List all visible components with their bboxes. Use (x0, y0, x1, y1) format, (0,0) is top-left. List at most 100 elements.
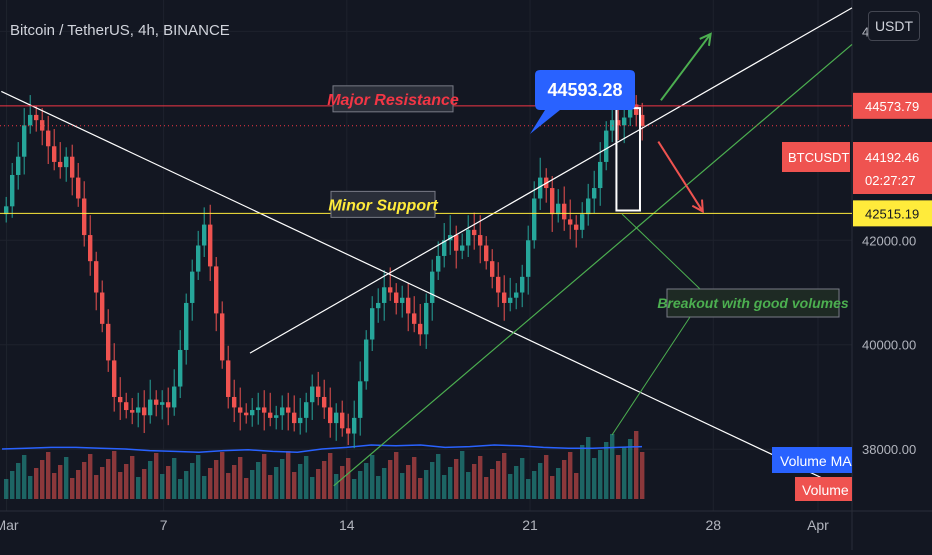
candle-body (382, 287, 387, 303)
candle-body (172, 386, 177, 408)
candle-body (94, 261, 99, 293)
candle-body (400, 297, 405, 303)
volume-bar (574, 473, 579, 499)
candle-body (88, 235, 93, 262)
volume-bar (502, 453, 507, 499)
y-tick-label: 38000.00 (862, 442, 916, 457)
candle-body (202, 224, 207, 246)
volume-bar (118, 472, 123, 499)
x-tick-label: Apr (807, 517, 829, 533)
candle-body (442, 240, 447, 256)
volume-bar (496, 461, 501, 499)
arrow-head (699, 32, 712, 46)
candle-body (196, 245, 201, 272)
candle-body (634, 104, 639, 115)
volume-bar (622, 447, 627, 499)
volume-bar (640, 452, 645, 499)
volume-bar (40, 460, 45, 499)
candle-body (22, 125, 27, 157)
candle-body (538, 177, 543, 199)
volume-bar (112, 451, 117, 499)
candle-body (190, 271, 195, 303)
minor-support-label-box (330, 190, 436, 218)
candle-body (574, 224, 579, 230)
volume-bar (70, 478, 75, 499)
candle-body (112, 360, 117, 397)
candle-body (436, 255, 441, 272)
volume-bar (562, 460, 567, 499)
candle-body (178, 349, 183, 387)
volume-bar (148, 461, 153, 499)
x-tick-label: Mar (0, 517, 19, 533)
candle-body (358, 381, 363, 418)
candle-body (598, 161, 603, 189)
volume-bar (442, 475, 447, 499)
volume-legend-bg (795, 477, 852, 501)
volume-bar (484, 477, 489, 499)
candle-body (508, 297, 513, 303)
candle-body (334, 412, 339, 424)
volume-bar (532, 471, 537, 499)
down-arrow (657, 141, 704, 214)
volume-bar (424, 470, 429, 499)
arrow-shaft (657, 141, 704, 213)
volume-bar (430, 462, 435, 499)
volume-bar (454, 459, 459, 499)
volume-bar (334, 474, 339, 499)
volume-bar (154, 453, 159, 499)
candle-body (268, 412, 273, 418)
candle-body (412, 313, 417, 324)
resistance-price-text: 44573.79 (865, 99, 919, 114)
volume-bar (64, 457, 69, 499)
price-callout: 44593.28 (530, 70, 635, 134)
volume-bar (178, 479, 183, 499)
symbol-title[interactable]: Bitcoin / TetherUS, 4h, BINANCE (10, 22, 230, 39)
x-tick-label: 7 (160, 517, 168, 533)
volume-bar (34, 468, 39, 499)
volume-bar (412, 457, 417, 499)
volume-bar (190, 463, 195, 499)
candle-body (526, 240, 531, 277)
breakout-annotation-box (666, 288, 840, 318)
candle-body (166, 402, 171, 408)
volume-bar (604, 442, 609, 499)
candle-body (298, 417, 303, 424)
price-callout-bubble (530, 70, 635, 134)
currency-button[interactable]: USDT (868, 11, 920, 41)
candle-body (82, 198, 87, 236)
volume-bar (508, 474, 513, 499)
candle-body (232, 396, 237, 408)
volume-bar (124, 464, 129, 499)
breakout-pointer (611, 316, 691, 436)
candle-body (586, 198, 591, 215)
last-price-text: 44192.46 (865, 150, 919, 165)
volume-bar (472, 464, 477, 499)
x-tick-label: 28 (705, 517, 721, 533)
up-arrow (660, 32, 712, 101)
volume-bar (184, 471, 189, 499)
volume-bar (130, 456, 135, 499)
candle-body (124, 402, 129, 411)
candle-body (478, 235, 483, 246)
volume-bar (556, 468, 561, 499)
volume-bar (352, 479, 357, 499)
volume-bar (76, 470, 81, 499)
ascending-support-trendline (333, 43, 853, 487)
volume-bar (370, 455, 375, 499)
volume-legend: Volume (795, 477, 852, 501)
candle-body (136, 407, 141, 413)
candle-body (58, 161, 63, 168)
candle-body (304, 402, 309, 418)
volume-bar (466, 472, 471, 499)
candle-body (466, 229, 471, 246)
candle-body (106, 323, 111, 361)
candle-body (220, 313, 225, 361)
volume-bar (376, 476, 381, 499)
volume-bar (136, 477, 141, 499)
resistance-price-badge: 44573.79 (853, 92, 932, 119)
candle-body (46, 130, 51, 147)
candle-body (76, 177, 81, 199)
volume-bar (22, 455, 27, 499)
